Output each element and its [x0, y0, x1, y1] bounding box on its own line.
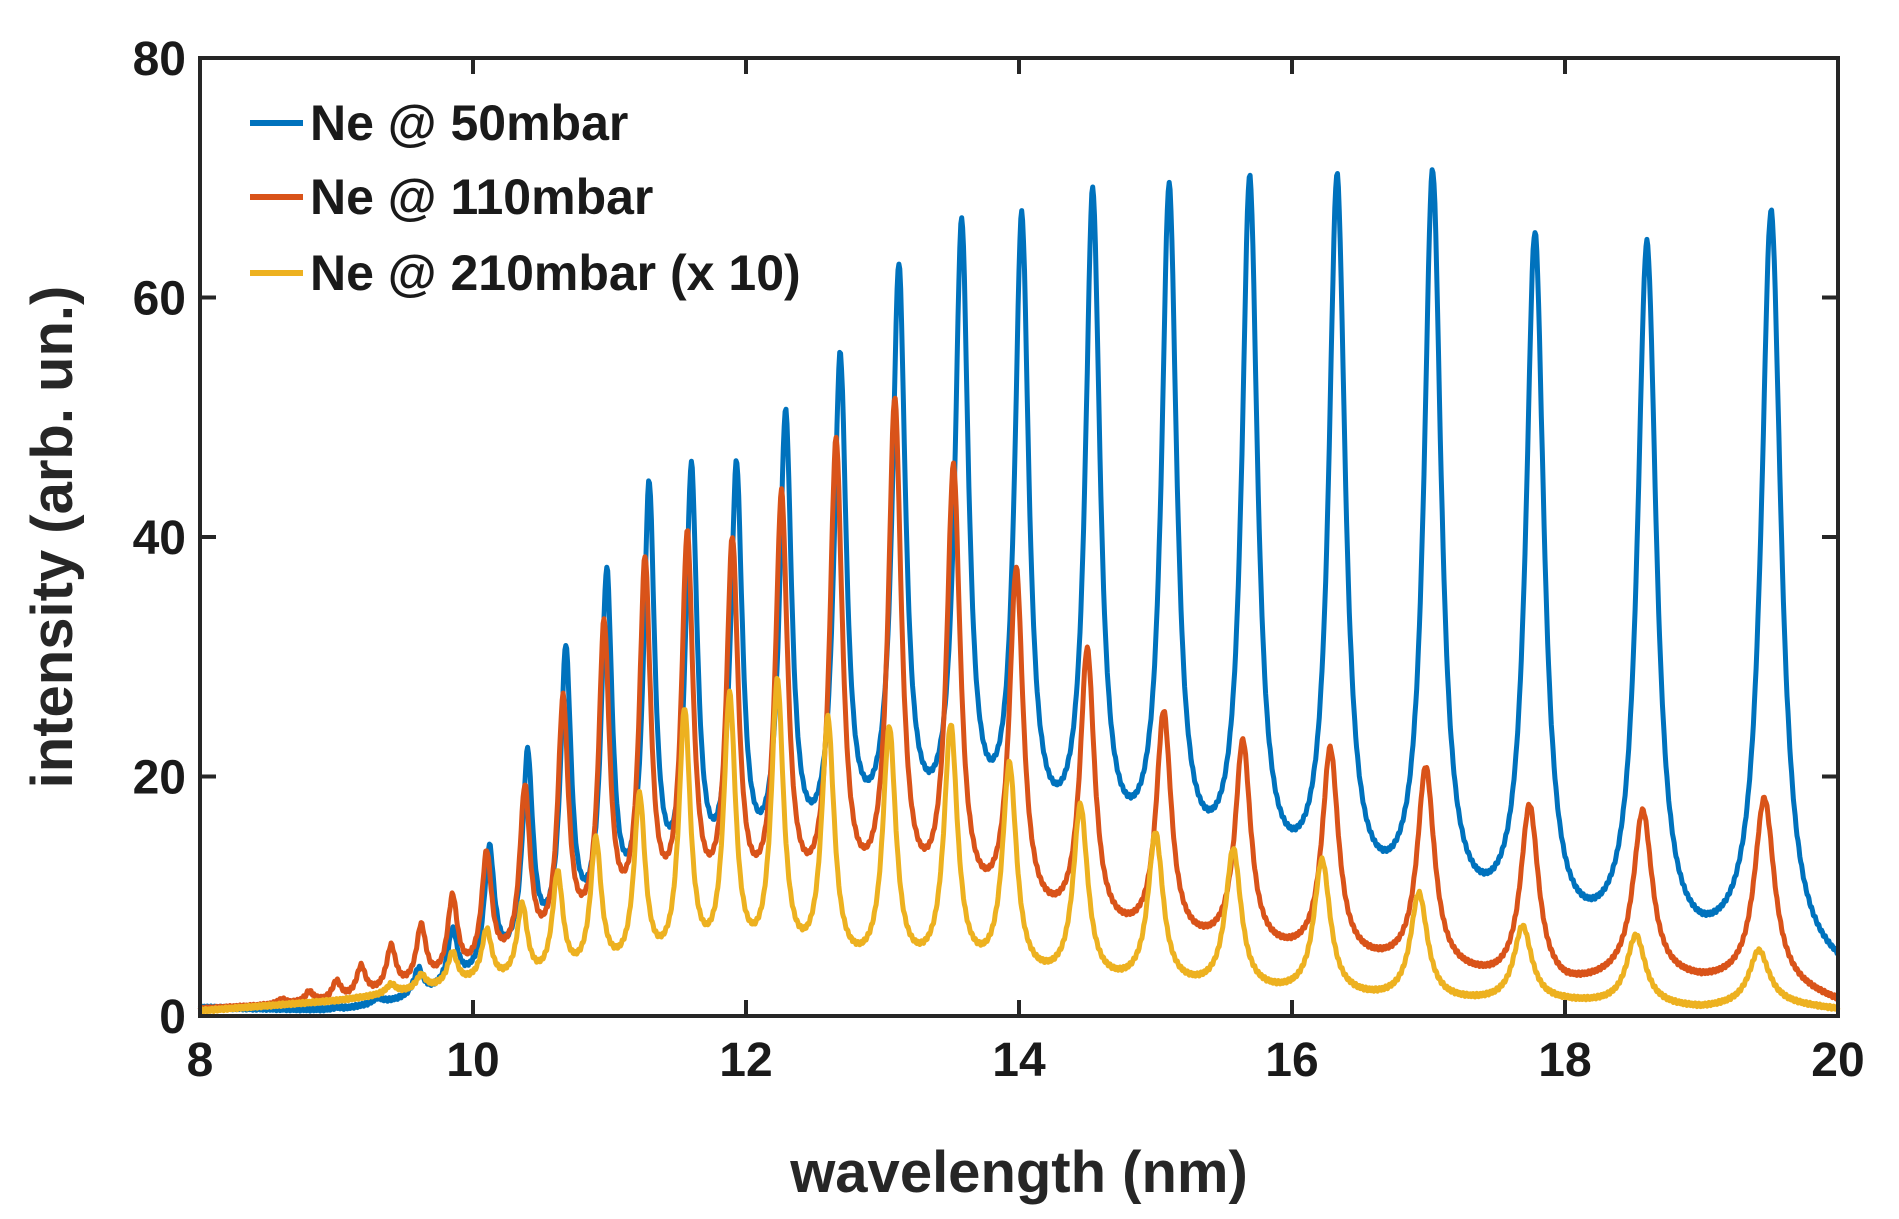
y-axis-label: intensity (arb. un.) [20, 286, 85, 789]
y-tick-label: 60 [133, 273, 186, 326]
y-tick-label: 80 [133, 33, 186, 86]
legend-entry-ne-50mbar: Ne @ 50mbar [310, 95, 628, 151]
x-tick-label: 12 [719, 1034, 772, 1087]
series-layer [197, 167, 1841, 1015]
y-tick-label: 0 [159, 991, 186, 1044]
x-tick-label: 10 [446, 1034, 499, 1087]
series-line-2 [198, 675, 1841, 1015]
x-tick-label: 18 [1538, 1034, 1591, 1087]
series-line-1 [197, 395, 1840, 1013]
tick-layer: 8 10 12 14 16 18 20 0 20 40 60 80 [133, 33, 1865, 1087]
x-tick-label: 8 [187, 1034, 214, 1087]
y-tick-label: 40 [133, 512, 186, 565]
legend-entry-ne-210mbar-x10: Ne @ 210mbar (x 10) [310, 245, 801, 301]
x-axis-label: wavelength (nm) [789, 1140, 1248, 1205]
legend: Ne @ 50mbar Ne @ 110mbar Ne @ 210mbar (x… [250, 95, 801, 301]
y-tick-label: 20 [133, 752, 186, 805]
x-tick-label: 16 [1265, 1034, 1318, 1087]
x-tick-label: 20 [1811, 1034, 1864, 1087]
series-line-0 [197, 167, 1840, 1014]
legend-entry-ne-110mbar: Ne @ 110mbar [310, 169, 653, 225]
x-tick-label: 14 [992, 1034, 1046, 1087]
